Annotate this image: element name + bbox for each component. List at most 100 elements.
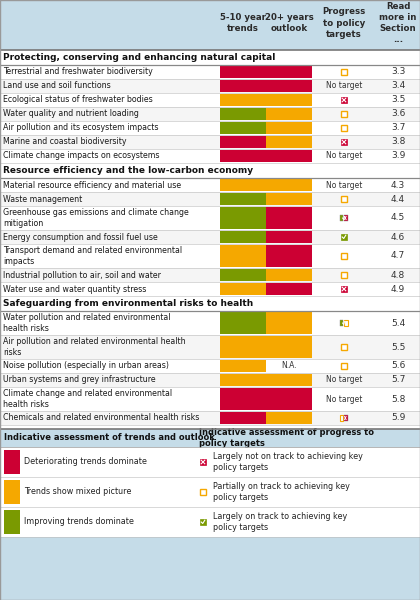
Text: No target: No target — [326, 181, 362, 190]
Bar — [220, 80, 266, 92]
Bar — [220, 207, 266, 229]
Text: Deteriorating trends dominate: Deteriorating trends dominate — [24, 457, 147, 467]
Text: Read
more in
Section
...: Read more in Section ... — [379, 2, 417, 44]
Bar — [344, 320, 348, 326]
Text: Resource efficiency and the low-carbon economy: Resource efficiency and the low-carbon e… — [3, 166, 253, 175]
Bar — [344, 215, 348, 221]
Bar — [220, 66, 266, 78]
Bar — [0, 230, 420, 244]
Bar — [220, 150, 266, 162]
Bar — [266, 283, 312, 295]
Text: 4.9: 4.9 — [391, 284, 405, 293]
Bar — [200, 519, 206, 525]
Text: 5.7: 5.7 — [391, 376, 405, 385]
Text: 5.6: 5.6 — [391, 361, 405, 370]
Bar — [4, 450, 20, 474]
Text: 4.4: 4.4 — [391, 194, 405, 203]
Bar — [341, 97, 347, 103]
Bar — [220, 94, 266, 106]
Text: 4.5: 4.5 — [391, 214, 405, 223]
Bar — [266, 108, 312, 120]
Bar — [340, 215, 343, 221]
Bar — [0, 149, 420, 163]
Text: 3.7: 3.7 — [391, 124, 405, 133]
Text: 5.5: 5.5 — [391, 343, 405, 352]
Bar — [4, 510, 20, 534]
Text: Industrial pollution to air, soil and water: Industrial pollution to air, soil and wa… — [3, 271, 161, 280]
Text: Safeguarding from environmental risks to health: Safeguarding from environmental risks to… — [3, 299, 253, 308]
Text: Largely not on track to achieving key
policy targets: Largely not on track to achieving key po… — [213, 452, 363, 472]
Bar — [0, 192, 420, 206]
Bar — [220, 336, 266, 358]
Bar — [220, 283, 266, 295]
Text: 3.5: 3.5 — [391, 95, 405, 104]
Bar — [200, 489, 206, 495]
Bar — [0, 0, 420, 50]
Text: Water quality and nutrient loading: Water quality and nutrient loading — [3, 109, 139, 118]
Text: Terrestrial and freshwater biodiversity: Terrestrial and freshwater biodiversity — [3, 67, 153, 76]
Text: Indicative assessment of trends and outlook: Indicative assessment of trends and outl… — [4, 433, 215, 443]
Bar — [220, 136, 266, 148]
Text: 3.6: 3.6 — [391, 109, 405, 118]
Text: Protecting, conserving and enhancing natural capital: Protecting, conserving and enhancing nat… — [3, 53, 276, 62]
Text: Urban systems and grey infrastructure: Urban systems and grey infrastructure — [3, 376, 156, 385]
Bar — [341, 363, 347, 369]
Text: Climate change and related environmental
health risks: Climate change and related environmental… — [3, 389, 172, 409]
Bar — [220, 374, 266, 386]
Bar — [0, 335, 420, 359]
Text: 4.7: 4.7 — [391, 251, 405, 260]
Bar — [266, 374, 312, 386]
Text: Noise pollution (especially in urban areas): Noise pollution (especially in urban are… — [3, 361, 169, 370]
Bar — [220, 360, 266, 372]
Bar — [266, 269, 312, 281]
Bar — [0, 121, 420, 135]
Bar — [341, 196, 347, 202]
Bar — [0, 50, 420, 65]
Text: 3.4: 3.4 — [391, 82, 405, 91]
Bar — [266, 94, 312, 106]
Bar — [0, 447, 420, 477]
Bar — [0, 107, 420, 121]
Bar — [0, 477, 420, 507]
Text: Largely on track to achieving key
policy targets: Largely on track to achieving key policy… — [213, 512, 347, 532]
Text: No target: No target — [326, 376, 362, 385]
Bar — [341, 272, 347, 278]
Bar — [220, 269, 266, 281]
Bar — [0, 135, 420, 149]
Bar — [0, 311, 420, 335]
Bar — [266, 80, 312, 92]
Text: Ecological status of freshwater bodies: Ecological status of freshwater bodies — [3, 95, 153, 104]
Bar — [0, 429, 420, 600]
Text: Chemicals and related environmental health risks: Chemicals and related environmental heal… — [3, 413, 200, 422]
Text: 20+ years
outlook: 20+ years outlook — [265, 13, 313, 33]
Bar — [0, 268, 420, 282]
Bar — [220, 231, 266, 243]
Bar — [220, 388, 266, 410]
Bar — [0, 387, 420, 411]
Text: Partially on track to achieving key
policy targets: Partially on track to achieving key poli… — [213, 482, 350, 502]
Bar — [220, 193, 266, 205]
Text: Material resource efficiency and material use: Material resource efficiency and materia… — [3, 181, 181, 190]
Text: 4.3: 4.3 — [391, 181, 405, 190]
Text: Improving trends dominate: Improving trends dominate — [24, 517, 134, 527]
Bar — [266, 245, 312, 267]
Bar — [0, 507, 420, 537]
Bar — [0, 373, 420, 387]
Bar — [266, 150, 312, 162]
Bar — [266, 388, 312, 410]
Bar — [266, 312, 312, 334]
Bar — [4, 480, 20, 504]
Bar — [0, 65, 420, 79]
Bar — [220, 312, 266, 334]
Bar — [266, 193, 312, 205]
Bar — [0, 178, 420, 192]
Text: 3.3: 3.3 — [391, 67, 405, 76]
Text: Land use and soil functions: Land use and soil functions — [3, 82, 111, 91]
Bar — [220, 108, 266, 120]
Text: Water pollution and related environmental
health risks: Water pollution and related environmenta… — [3, 313, 171, 332]
Text: Water use and water quantity stress: Water use and water quantity stress — [3, 284, 147, 293]
Bar — [266, 122, 312, 134]
Bar — [0, 411, 420, 425]
Bar — [0, 244, 420, 268]
Bar — [341, 69, 347, 75]
